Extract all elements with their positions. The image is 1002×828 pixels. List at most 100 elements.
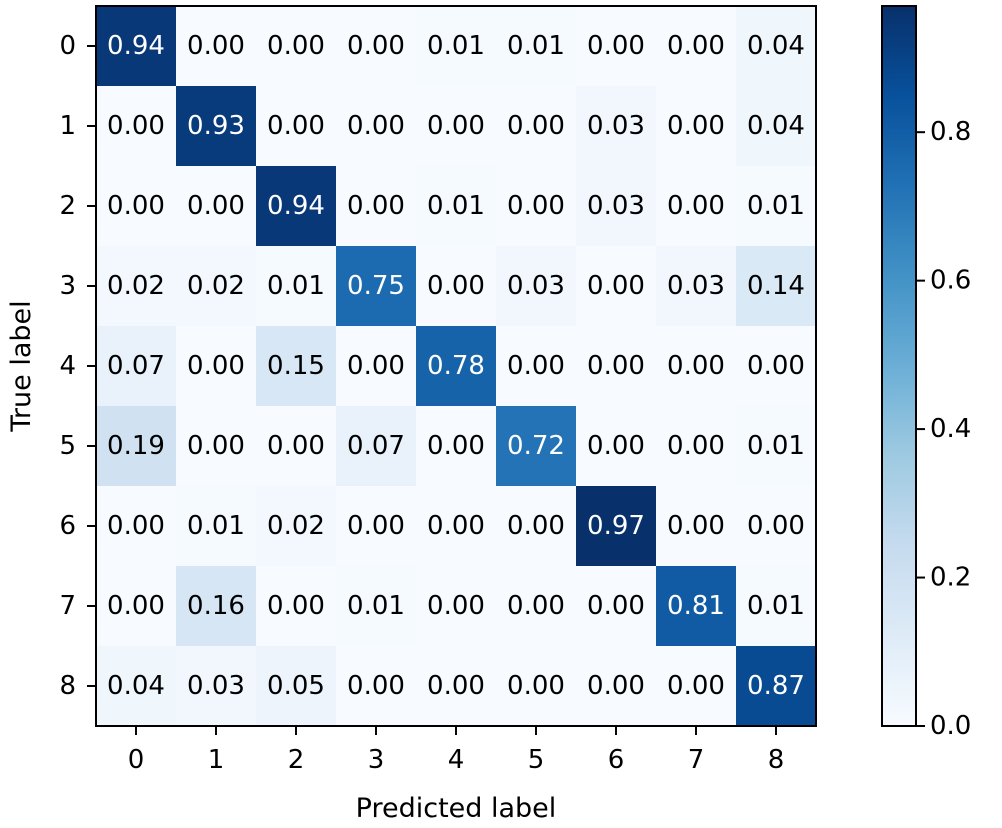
x-tick-label: 2 <box>288 745 305 775</box>
cell-value-label: 0.00 <box>507 591 565 621</box>
cell-value-label: 0.05 <box>267 671 325 701</box>
heatmap-cell <box>656 246 737 327</box>
x-tick-label: 6 <box>608 745 625 775</box>
heatmap-cell <box>336 566 417 647</box>
y-tick-label: 8 <box>59 671 76 701</box>
cell-value-label: 0.16 <box>187 591 245 621</box>
cell-value-label: 0.07 <box>107 351 165 381</box>
y-tick-label: 3 <box>59 271 76 301</box>
cell-value-label: 0.19 <box>107 431 165 461</box>
cell-value-label: 0.01 <box>347 591 405 621</box>
heatmap-cell <box>416 86 497 167</box>
cell-value-label: 0.00 <box>347 111 405 141</box>
heatmap-cell <box>176 486 257 567</box>
cell-value-label: 0.00 <box>507 511 565 541</box>
cell-value-label: 0.00 <box>267 591 325 621</box>
cell-value-label: 0.00 <box>587 591 645 621</box>
colorbar-tick-label: 0.0 <box>930 711 971 741</box>
heatmap-cell <box>496 566 577 647</box>
heatmap-cell <box>576 86 657 167</box>
heatmap-cell <box>96 646 177 727</box>
heatmap-cell <box>496 406 577 487</box>
cell-value-label: 0.01 <box>747 191 805 221</box>
heatmap-cell <box>736 246 817 327</box>
cell-value-label: 0.93 <box>187 111 245 141</box>
heatmap-cell <box>496 646 577 727</box>
heatmap-cells <box>96 6 817 727</box>
cell-value-label: 0.00 <box>667 351 725 381</box>
heatmap-cell <box>336 86 417 167</box>
y-tick-label: 1 <box>59 111 76 141</box>
heatmap-cell <box>736 326 817 407</box>
heatmap-cell <box>736 6 817 87</box>
cell-value-label: 0.00 <box>667 511 725 541</box>
cell-value-label: 0.03 <box>187 671 245 701</box>
heatmap-cell <box>576 646 657 727</box>
cell-value-label: 0.01 <box>507 31 565 61</box>
cell-value-label: 0.04 <box>747 111 805 141</box>
cell-value-label: 0.94 <box>267 191 325 221</box>
x-tick-label: 7 <box>688 745 705 775</box>
cell-value-label: 0.00 <box>347 31 405 61</box>
heatmap-cell <box>256 166 337 247</box>
cell-value-label: 0.00 <box>347 671 405 701</box>
cell-value-label: 0.81 <box>667 591 725 621</box>
cell-value-label: 0.00 <box>187 31 245 61</box>
cell-value-label: 0.00 <box>587 31 645 61</box>
heatmap-cell <box>176 6 257 87</box>
heatmap-cell <box>656 566 737 647</box>
heatmap-cell <box>96 406 177 487</box>
cell-value-label: 0.03 <box>587 191 645 221</box>
cell-value-label: 0.00 <box>187 191 245 221</box>
heatmap-cell <box>176 246 257 327</box>
heatmap-cell <box>656 166 737 247</box>
heatmap-cell <box>496 166 577 247</box>
heatmap-cell <box>416 246 497 327</box>
cell-value-label: 0.02 <box>187 271 245 301</box>
x-tick-label: 4 <box>448 745 465 775</box>
x-tick-label: 0 <box>128 745 145 775</box>
y-tick-label: 7 <box>59 591 76 621</box>
cell-value-label: 0.03 <box>507 271 565 301</box>
cell-value-label: 0.87 <box>747 671 805 701</box>
heatmap-cell <box>656 406 737 487</box>
heatmap-cell <box>96 6 177 87</box>
cell-value-label: 0.00 <box>427 671 485 701</box>
cell-value-label: 0.00 <box>667 191 725 221</box>
cell-value-label: 0.01 <box>427 31 485 61</box>
y-axis-label: True label <box>6 300 37 432</box>
heatmap-cell <box>496 86 577 167</box>
cell-value-label: 0.00 <box>427 591 485 621</box>
heatmap-cell <box>576 566 657 647</box>
cell-value-label: 0.00 <box>587 351 645 381</box>
heatmap-cell <box>256 566 337 647</box>
y-axis-ticks: 0 1 2 3 4 5 6 7 8 <box>59 31 96 701</box>
heatmap-cell <box>416 326 497 407</box>
heatmap-cell <box>336 6 417 87</box>
x-tick-label: 8 <box>768 745 785 775</box>
heatmap-cell <box>416 646 497 727</box>
heatmap-cell <box>256 246 337 327</box>
heatmap-cell <box>336 166 417 247</box>
heatmap-cell <box>256 646 337 727</box>
cell-value-label: 0.15 <box>267 351 325 381</box>
heatmap-cell <box>656 6 737 87</box>
heatmap-cell <box>576 246 657 327</box>
heatmap-cell <box>256 486 337 567</box>
cell-value-label: 0.00 <box>507 671 565 701</box>
cell-value-label: 0.14 <box>747 271 805 301</box>
heatmap-cell <box>576 406 657 487</box>
y-tick-label: 2 <box>59 191 76 221</box>
cell-value-label: 0.94 <box>107 31 165 61</box>
cell-value-label: 0.04 <box>747 31 805 61</box>
heatmap-cell <box>416 6 497 87</box>
heatmap-cell <box>176 646 257 727</box>
heatmap-cell <box>416 566 497 647</box>
heatmap-cell <box>96 486 177 567</box>
heatmap-cell <box>416 406 497 487</box>
cell-value-label: 0.00 <box>267 31 325 61</box>
heatmap-cell <box>416 486 497 567</box>
cell-value-label: 0.00 <box>427 511 485 541</box>
heatmap-cell <box>96 566 177 647</box>
